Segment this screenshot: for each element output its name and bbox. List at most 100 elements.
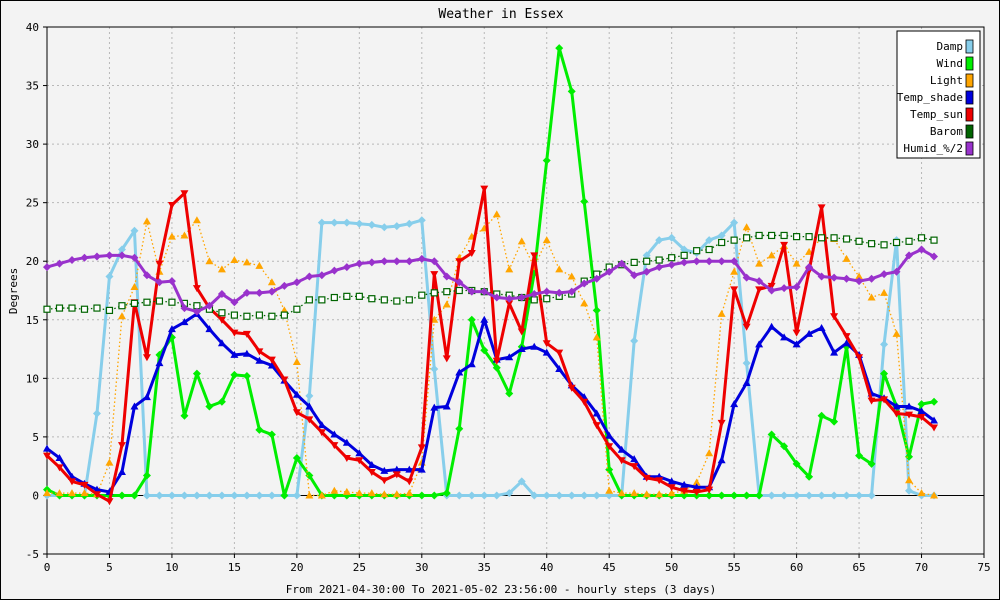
series-line-barom: [46, 234, 935, 317]
data-point: [455, 278, 464, 287]
series-line-temp-sun: [45, 187, 935, 503]
y-tick-label: 35: [26, 80, 39, 93]
data-point: [742, 379, 751, 387]
data-point: [180, 231, 189, 239]
data-point: [530, 491, 539, 500]
data-point: [705, 245, 713, 254]
data-point: [505, 300, 514, 308]
legend-swatch: [965, 124, 974, 139]
data-point: [167, 325, 176, 333]
legend-swatch: [965, 56, 974, 71]
data-point: [742, 223, 751, 231]
data-point: [867, 397, 876, 405]
data-point: [117, 312, 126, 320]
data-point: [692, 483, 701, 491]
data-point: [417, 444, 426, 452]
data-point: [655, 256, 663, 264]
legend-label: Light: [930, 74, 963, 87]
data-point: [517, 477, 526, 486]
data-point: [668, 254, 676, 262]
data-point: [880, 369, 889, 378]
data-point: [892, 267, 901, 276]
data-point: [255, 425, 264, 434]
data-point: [780, 491, 789, 500]
data-point: [155, 297, 164, 305]
data-point: [592, 274, 601, 283]
data-point: [180, 318, 189, 326]
data-point: [242, 371, 251, 380]
data-point: [255, 356, 264, 364]
data-point: [742, 273, 751, 282]
data-point: [767, 430, 776, 439]
y-tick-label: 20: [26, 255, 39, 268]
data-point: [642, 490, 651, 498]
data-point: [717, 231, 726, 240]
data-point: [205, 325, 214, 333]
legend-label: Wind: [937, 57, 964, 70]
data-point: [80, 305, 89, 313]
data-point: [142, 491, 151, 500]
data-point: [305, 296, 313, 304]
y-tick-label: 15: [26, 314, 39, 327]
data-point: [667, 233, 676, 242]
data-point: [792, 233, 801, 241]
data-point: [130, 402, 139, 410]
data-point: [842, 491, 851, 500]
data-point: [367, 220, 376, 229]
data-point: [142, 354, 151, 362]
data-point: [230, 329, 239, 337]
data-point: [655, 477, 664, 485]
data-point: [405, 465, 414, 473]
data-point: [680, 258, 689, 267]
data-point: [492, 210, 501, 218]
data-point: [117, 442, 126, 450]
data-point: [892, 410, 901, 418]
data-point: [342, 263, 351, 272]
chart-title: Weather in Essex: [438, 7, 563, 22]
x-tick-label: 75: [977, 561, 990, 574]
data-point: [780, 284, 789, 293]
data-point: [867, 293, 876, 301]
legend-label: Temp_sun: [910, 108, 963, 121]
data-point: [705, 491, 714, 500]
data-point: [380, 490, 389, 498]
data-point: [692, 257, 701, 266]
data-point: [305, 491, 314, 499]
data-point: [430, 403, 439, 411]
legend: Damp Wind Light Temp_shade Temp_sun Barom Humi…: [896, 30, 981, 159]
data-point: [142, 271, 151, 280]
data-point: [755, 286, 764, 294]
data-point: [480, 491, 489, 500]
data-point: [142, 471, 151, 480]
data-point: [555, 265, 564, 273]
data-point: [92, 409, 101, 418]
data-point: [355, 259, 364, 268]
data-point: [630, 258, 638, 266]
data-point: [417, 465, 426, 473]
data-point: [730, 257, 739, 266]
data-point: [230, 350, 239, 358]
data-point: [717, 257, 726, 266]
data-point: [592, 306, 601, 315]
data-point: [293, 305, 301, 313]
data-point: [880, 396, 889, 404]
data-point: [792, 329, 801, 337]
data-point: [555, 364, 564, 372]
data-point: [305, 391, 314, 400]
data-point: [492, 357, 501, 365]
data-point: [530, 342, 539, 350]
data-point: [730, 400, 739, 408]
data-point: [905, 411, 914, 419]
data-point: [555, 44, 564, 53]
x-tick-label: 55: [728, 561, 741, 574]
data-point: [330, 442, 339, 450]
data-point: [455, 424, 464, 433]
data-point: [430, 257, 439, 266]
data-point: [218, 309, 226, 317]
data-point: [517, 293, 526, 302]
data-point: [930, 252, 939, 261]
data-point: [592, 491, 601, 500]
x-tick-label: 50: [665, 561, 678, 574]
data-point: [505, 265, 514, 273]
data-point: [242, 349, 251, 357]
